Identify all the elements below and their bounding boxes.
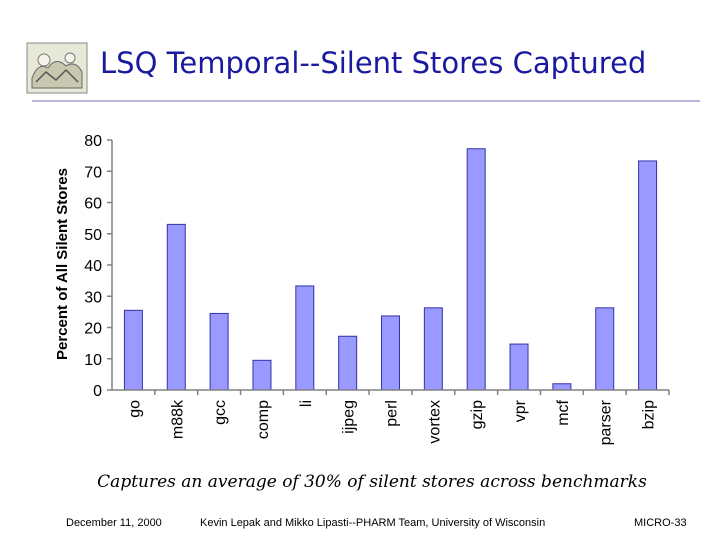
slide-caption: Captures an average of 30% of silent sto… [97, 472, 647, 492]
university-logo-image [26, 42, 88, 94]
bar-parser [595, 307, 615, 391]
y-tick-label-20: 20 [84, 321, 102, 338]
x-tick-label-vpr: vpr [512, 399, 529, 422]
y-axis: 0 10 20 30 40 50 60 70 80 [84, 133, 113, 400]
y-tick-label-30: 30 [84, 289, 102, 306]
bar-perl [381, 315, 400, 391]
bar-chart: 0 10 20 30 40 50 60 70 80 go m88k gcc comp li ijpeg pe… [54, 133, 670, 445]
footer-authors: Kevin Lepak and Mikko Lipasti--PHARM Tea… [200, 517, 546, 529]
bar-go [123, 309, 143, 391]
footer-date: December 11, 2000 [66, 517, 162, 529]
x-tick-label-bzip: bzip [641, 400, 658, 429]
bar-gzip [466, 148, 486, 391]
bars [123, 148, 658, 391]
slide-title: LSQ Temporal--Silent Stores Captured [100, 46, 647, 80]
bar-comp [252, 359, 272, 391]
x-tick-label-gcc: gcc [212, 400, 229, 425]
x-tick-label-comp: comp [255, 400, 272, 439]
title-divider [32, 100, 700, 102]
y-tick-label-70: 70 [84, 164, 102, 181]
bar-vortex [423, 307, 443, 391]
bar-mcf [552, 383, 572, 391]
x-tick-label-go: go [126, 400, 143, 418]
y-axis-label: Percent of All Silent Stores [54, 168, 71, 360]
bar-ijpeg [338, 335, 358, 391]
x-tick-label-perl: perl [384, 400, 401, 427]
y-tick-label-10: 10 [84, 352, 102, 369]
x-tick-label-vortex: vortex [426, 400, 443, 444]
x-tick-label-li: li [298, 400, 315, 407]
bar-m88k [166, 223, 186, 391]
y-tick-label-50: 50 [84, 227, 102, 244]
footer-page-label: MICRO-33 [634, 517, 687, 529]
y-tick-label-0: 0 [93, 383, 102, 400]
x-axis: go m88k gcc comp li ijpeg perl vortex gzip vpr mcf… [112, 389, 670, 445]
bar-vpr [509, 343, 529, 391]
x-tick-label-gzip: gzip [469, 400, 486, 429]
x-tick-label-m88k: m88k [169, 399, 186, 439]
y-tick-label-40: 40 [84, 258, 102, 275]
bar-bzip [638, 160, 658, 391]
x-tick-label-ijpeg: ijpeg [341, 400, 358, 434]
bar-li [295, 285, 315, 391]
x-tick-label-parser: parser [598, 399, 615, 445]
y-tick-label-80: 80 [84, 133, 102, 150]
x-tick-label-mcf: mcf [555, 399, 572, 425]
y-tick-label-60: 60 [84, 196, 102, 213]
bar-gcc [209, 312, 229, 391]
